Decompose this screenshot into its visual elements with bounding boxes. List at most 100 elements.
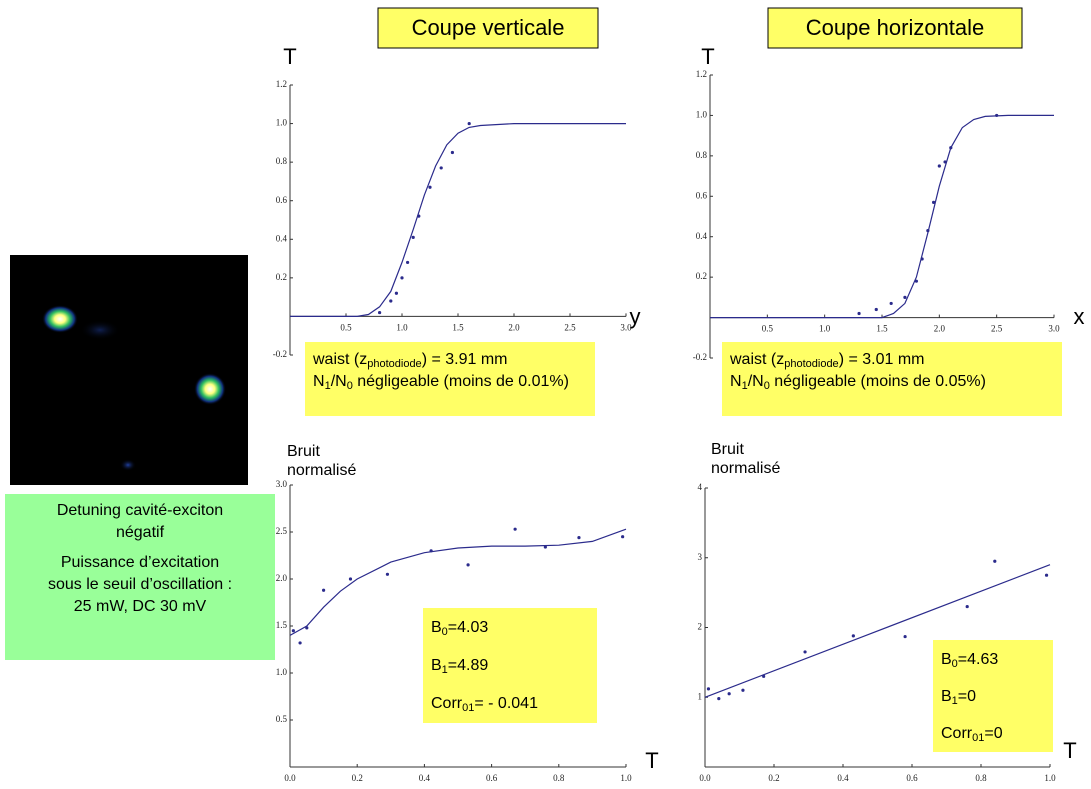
data-point [741, 688, 745, 692]
fit-line [290, 123, 626, 317]
x-tick-label: 1.0 [620, 773, 632, 783]
subscript: 01 [462, 702, 474, 714]
data-point [385, 572, 390, 576]
subscript: 1 [742, 380, 748, 392]
y-tick-label: 0.8 [276, 156, 288, 166]
annotation-line: B1=0 [941, 688, 976, 707]
annotation-line: Corr01=0 [941, 725, 1003, 744]
y-tick-label: -0.2 [693, 352, 707, 362]
y-tick-label: 1.0 [276, 667, 288, 677]
y-tick-label: 0.5 [276, 714, 288, 724]
subscript: 0 [952, 658, 958, 670]
caption-box: Detuning cavité-exciton négatif Puissanc… [5, 494, 275, 660]
annotation-text: =4.63 [958, 651, 999, 668]
y-tick-label: 3 [698, 552, 703, 562]
x-tick-label: 0.4 [837, 773, 849, 783]
y-tick-label: 2.5 [276, 526, 288, 536]
data-point [348, 577, 353, 581]
x-tick-label: 2.0 [508, 322, 520, 332]
annotation-text: /N [331, 373, 347, 390]
data-point [903, 295, 907, 299]
data-point [378, 310, 382, 315]
chart-title: Coupe verticale [412, 15, 565, 40]
x-axis-label: y [630, 304, 641, 329]
data-point [543, 545, 547, 549]
subscript: photodiode [367, 358, 421, 370]
data-point [993, 559, 997, 563]
data-point [291, 629, 295, 633]
data-point [874, 307, 878, 312]
annotation-box [305, 342, 595, 416]
annotation-text: /N [748, 373, 764, 390]
annotation-text: Corr [941, 725, 973, 742]
x-axis-label: T [1063, 738, 1076, 763]
x-tick-label: 3.0 [620, 322, 632, 332]
fit-line [704, 564, 1051, 698]
x-tick-label: 0.4 [419, 773, 431, 783]
subscript: photodiode [784, 358, 838, 370]
annotation-line: N1/N0 négligeable (moins de 0.01%) [313, 373, 569, 392]
y-axis-label: T [283, 44, 296, 69]
x-tick-label: 1.5 [876, 324, 888, 334]
data-point [889, 301, 893, 306]
x-tick-label: 2.0 [934, 324, 946, 334]
y-tick-label: 1 [698, 691, 703, 701]
annotation-text: Corr [431, 695, 463, 712]
y-tick-label: 4 [698, 482, 703, 492]
x-tick-label: 1.0 [819, 324, 831, 334]
data-point [706, 687, 711, 691]
data-point [450, 150, 454, 155]
annotation-text: B [941, 651, 952, 668]
y-axis-label: Bruit [287, 443, 320, 460]
y-tick-label: 1.0 [696, 109, 708, 119]
x-tick-label: 2.5 [564, 322, 576, 332]
data-point [411, 235, 415, 239]
data-point [466, 563, 470, 567]
data-point [932, 200, 936, 204]
subscript: 0 [442, 626, 448, 638]
annotation-text: ) = 3.91 mm [422, 351, 508, 368]
y-axis-label: Bruit [711, 441, 744, 458]
annotation-text: B [431, 657, 442, 674]
y-axis-label: T [701, 44, 714, 69]
subscript: 0 [764, 380, 770, 392]
y-tick-label: 0.2 [276, 272, 287, 282]
data-point [1044, 573, 1049, 577]
subscript: 1 [952, 695, 958, 707]
annotation-text: N [313, 373, 325, 390]
annotation-line: B1=4.89 [431, 657, 488, 676]
y-axis-label: normalisé [287, 462, 356, 479]
y-tick-label: 1.0 [276, 118, 288, 128]
data-point [857, 311, 861, 316]
y-tick-label: 2 [698, 622, 703, 632]
x-tick-label: 0.2 [352, 773, 363, 783]
data-point [467, 121, 471, 126]
subscript: 1 [442, 664, 448, 676]
y-tick-label: 1.2 [696, 69, 707, 79]
data-point [965, 604, 969, 609]
x-axis-label: x [1074, 304, 1085, 329]
x-tick-label: 0.0 [699, 773, 711, 783]
data-point [400, 276, 404, 280]
subscript: 01 [972, 732, 984, 744]
annotation-text: ) = 3.01 mm [839, 351, 925, 368]
annotation-text: B [431, 619, 442, 636]
data-point [406, 260, 410, 265]
y-tick-label: 3.0 [276, 479, 288, 489]
annotation-box [722, 342, 1062, 416]
annotation-text: B [941, 688, 952, 705]
annotation-text: négligeable (moins de 0.01%) [353, 373, 569, 390]
caption-line: sous le seuil d’oscillation : [47, 576, 233, 593]
data-point [727, 692, 731, 696]
title-box [767, 7, 1023, 49]
annotation-box [933, 640, 1053, 752]
data-point [803, 650, 807, 654]
y-tick-label: 1.5 [276, 620, 288, 630]
chart-title: Coupe horizontale [806, 15, 985, 40]
x-tick-label: 3.0 [1048, 324, 1060, 334]
fit-line [710, 114, 1054, 319]
x-tick-label: 2.5 [991, 324, 1003, 334]
data-point [851, 634, 855, 638]
subscript: 1 [325, 380, 331, 392]
